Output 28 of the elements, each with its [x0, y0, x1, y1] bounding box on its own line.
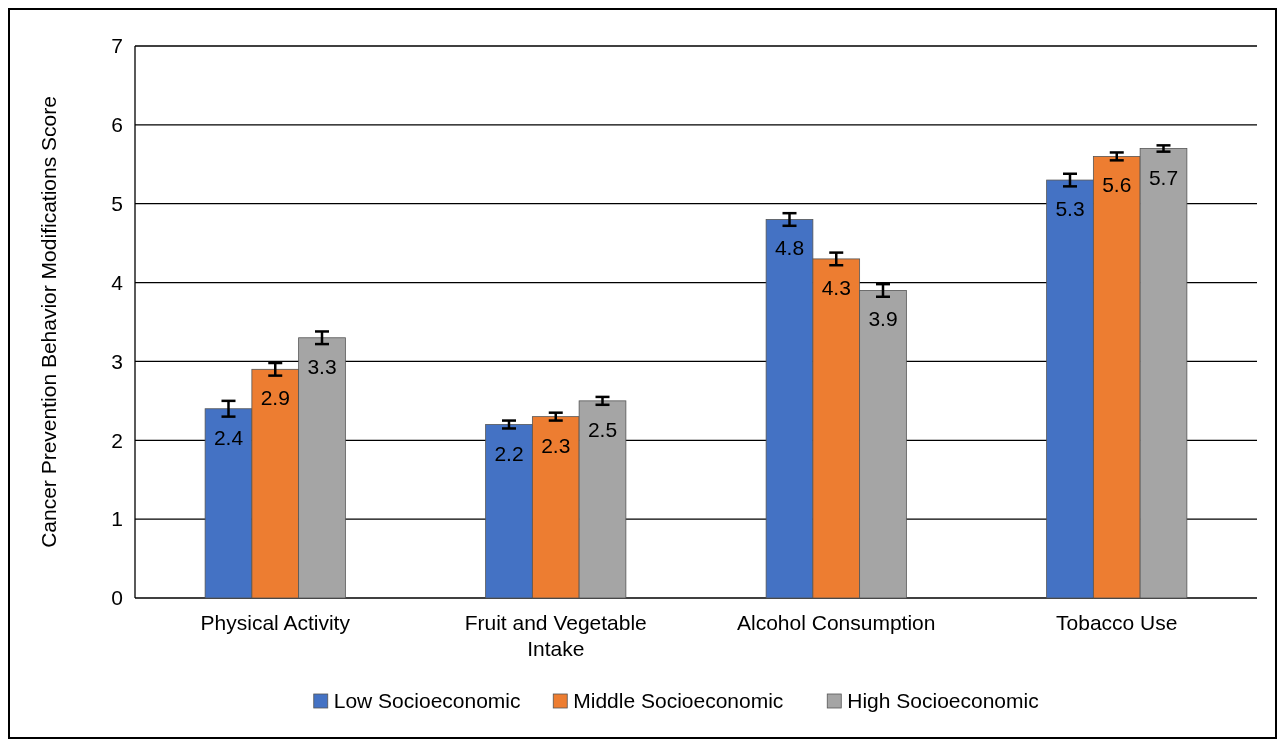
x-tick-label: Tobacco Use [1056, 611, 1178, 634]
data-label: 2.2 [494, 441, 524, 465]
x-tick-label: Fruit and Vegetable Intake [464, 611, 647, 660]
y-tick-label: 4 [111, 270, 124, 294]
y-tick-label: 7 [111, 34, 123, 58]
data-label: 5.6 [1102, 173, 1132, 197]
data-label: 2.9 [260, 386, 290, 410]
data-label: 5.3 [1055, 197, 1085, 221]
y-tick-label: 1 [111, 507, 123, 531]
data-label: 5.7 [1148, 165, 1179, 189]
y-axis-title: Cancer Prevention Behavior Modifications Score [37, 96, 60, 548]
data-label: 4.3 [821, 275, 851, 299]
data-label: 2.5 [587, 417, 618, 441]
x-tick-label: Alcohol Consumption [737, 611, 936, 634]
y-tick-label: 2 [111, 428, 123, 452]
data-label: 3.9 [868, 307, 898, 331]
data-label: 2.4 [213, 425, 244, 449]
x-tick-label: Physical Activity [200, 611, 351, 634]
y-tick-label: 5 [111, 192, 123, 216]
data-label: 3.3 [307, 354, 337, 378]
y-tick-label: 6 [111, 113, 123, 137]
data-label: 2.3 [541, 433, 571, 457]
y-tick-label: 3 [111, 349, 123, 373]
legend-label: High Socioeconomic [847, 689, 1039, 713]
y-tick-label: 0 [111, 586, 123, 610]
legend-label: Low Socioeconomic [333, 689, 521, 713]
legend-label: Middle Socioeconomic [573, 689, 784, 713]
data-label: 4.8 [774, 236, 805, 260]
